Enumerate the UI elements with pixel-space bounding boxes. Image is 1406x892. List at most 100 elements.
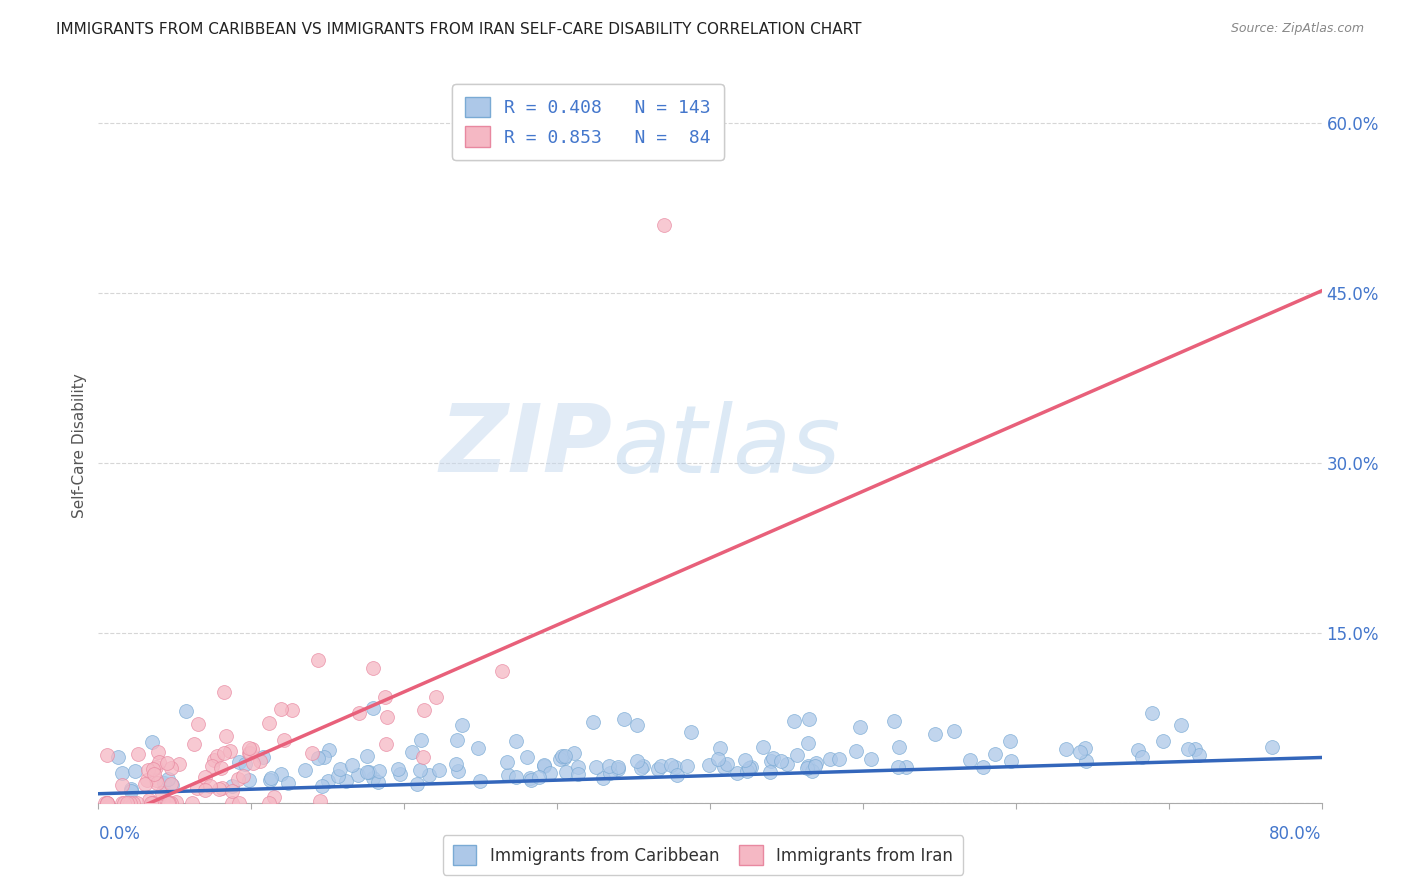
Point [96,748,118,763]
Point [388,767,411,781]
Point [141,796,163,810]
Point [626,718,648,732]
Point [181,796,204,810]
Point [118,796,141,810]
Point [111,796,134,810]
Point [1177,742,1199,756]
Point [277,776,299,790]
Point [159,761,181,775]
Point [127,747,149,762]
Point [607,762,630,776]
Point [124,764,146,779]
Point [340,758,363,772]
Point [238,740,260,755]
Point [538,765,561,780]
Point [212,685,235,699]
Point [735,764,758,778]
Point [96,796,118,810]
Point [202,753,225,767]
Point [1074,754,1097,768]
Point [335,774,357,789]
Point [347,768,370,782]
Point [599,766,621,780]
Point [770,754,793,768]
Point [240,741,263,756]
Point [270,702,292,716]
Point [361,700,384,714]
Point [647,763,669,777]
Point [527,770,550,784]
Point [681,725,703,739]
Point [257,796,280,810]
Point [136,763,159,777]
Point [228,772,250,786]
Point [318,743,340,757]
Point [308,653,330,667]
Point [713,760,735,774]
Point [263,789,285,804]
Point [401,745,423,759]
Point [142,763,165,777]
Point [1140,706,1163,720]
Text: ZIP: ZIP [439,400,612,492]
Point [141,735,163,749]
Point [270,767,292,781]
Point [150,785,173,799]
Point [804,759,827,773]
Point [159,796,181,810]
Point [675,759,697,773]
Point [447,764,470,778]
Point [387,762,409,776]
Point [146,745,169,759]
Point [252,750,274,764]
Point [326,769,349,783]
Point [562,747,585,761]
Point [211,780,233,795]
Point [797,758,820,772]
Legend: Immigrants from Caribbean, Immigrants from Iran: Immigrants from Caribbean, Immigrants fr… [443,836,963,875]
Point [804,756,827,771]
Point [156,796,179,810]
Point [418,767,440,781]
Point [554,748,576,763]
Point [148,755,170,769]
Point [107,750,129,764]
Point [664,760,686,774]
Point [1074,740,1097,755]
Point [228,796,250,810]
Point [249,754,271,768]
Point [308,794,330,808]
Point [582,715,605,730]
Point [120,782,142,797]
Point [412,749,434,764]
Point [273,732,295,747]
Text: 80.0%: 80.0% [1270,825,1322,843]
Point [519,771,541,785]
Point [496,768,519,782]
Point [183,737,205,751]
Point [138,792,160,806]
Point [551,749,574,764]
Text: 0.0%: 0.0% [98,825,141,843]
Text: IMMIGRANTS FROM CARIBBEAN VS IMMIGRANTS FROM IRAN SELF-CARE DISABILITY CORRELATI: IMMIGRANTS FROM CARIBBEAN VS IMMIGRANTS … [56,22,862,37]
Point [406,777,429,791]
Point [533,759,555,773]
Point [361,661,384,675]
Point [115,796,138,810]
Point [194,782,217,797]
Point [567,759,589,773]
Point [257,716,280,731]
Point [207,749,229,764]
Point [145,773,167,788]
Point [356,765,378,780]
Point [238,747,260,761]
Point [347,706,370,721]
Point [198,779,221,793]
Point [232,769,254,783]
Point [146,775,169,789]
Point [219,744,242,758]
Point [312,750,335,764]
Point [446,756,468,771]
Point [280,703,302,717]
Legend: R = 0.408   N = 143, R = 0.853   N =  84: R = 0.408 N = 143, R = 0.853 N = 84 [451,84,724,160]
